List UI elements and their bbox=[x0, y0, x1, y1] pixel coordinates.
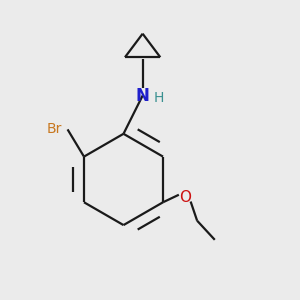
Text: N: N bbox=[136, 86, 150, 104]
Text: H: H bbox=[154, 92, 164, 106]
Text: Br: Br bbox=[46, 122, 62, 136]
Text: O: O bbox=[179, 190, 191, 205]
